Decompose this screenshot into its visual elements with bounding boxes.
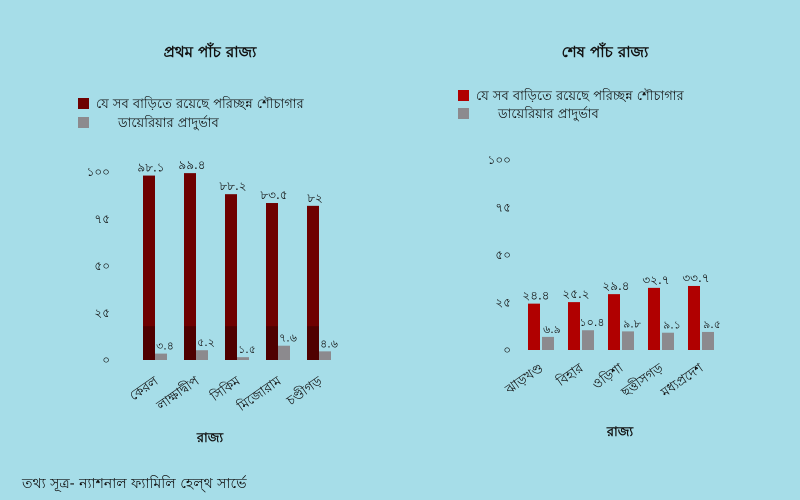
data-label-sanitation: ৯৮.১ xyxy=(137,161,164,175)
x-axis-title: রাজ্য xyxy=(196,431,225,446)
data-label-diarrhea: ৫.২ xyxy=(197,336,215,349)
bar-diarrhea xyxy=(662,332,674,350)
bar-sanitation xyxy=(608,294,620,350)
bar-sanitation xyxy=(528,303,540,350)
x-category-label: মধ্যপ্রদেশ xyxy=(658,361,707,401)
y-tick-label: ১০০ xyxy=(87,165,110,179)
bar-shadow xyxy=(225,326,237,360)
bar-shadow xyxy=(307,326,319,360)
y-tick-label: ১০০ xyxy=(488,153,511,167)
chart-title-2: শেষ পাঁচ রাজ্য xyxy=(562,42,649,61)
x-axis-title: রাজ্য xyxy=(606,425,635,440)
y-tick-label: ২৫ xyxy=(94,306,110,320)
bar-shadow xyxy=(266,326,278,360)
bar-diarrhea xyxy=(702,331,714,350)
y-tick-label: ৭৫ xyxy=(495,201,511,215)
bar-sanitation xyxy=(184,173,196,360)
legend-swatch-1-2 xyxy=(78,117,89,128)
data-label-diarrhea: ৬.৯ xyxy=(543,323,561,336)
data-label-diarrhea: ৯.৮ xyxy=(623,317,641,330)
bar-sanitation xyxy=(648,287,660,350)
bar-shadow xyxy=(184,326,196,360)
legend-label-1-1: যে সব বাড়িতে রয়েছে পরিচ্ছন্ন শৌচাগার xyxy=(96,96,305,112)
x-category-label: লাক্ষাদ্বীপ xyxy=(153,373,202,414)
bar-sanitation xyxy=(266,203,278,360)
bar-diarrhea xyxy=(237,357,249,360)
x-category-label: মিজোরাম xyxy=(234,373,285,416)
data-label-sanitation: ২৪.৪ xyxy=(522,289,549,303)
data-label-sanitation: ৯৯.৪ xyxy=(178,158,205,172)
legend-label-1-2: ডায়েরিয়ার প্রাদুর্ভাব xyxy=(117,115,220,131)
data-label-sanitation: ৮৩.৫ xyxy=(260,188,287,202)
data-label-diarrhea: ৩.৪ xyxy=(156,340,174,353)
data-label-sanitation: ৩৩.৭ xyxy=(682,271,709,285)
data-label-diarrhea: ৪.৬ xyxy=(320,337,338,350)
x-category-label: চণ্ডীগড় xyxy=(283,373,326,410)
data-label-diarrhea: ১.৫ xyxy=(238,343,256,356)
bar-diarrhea xyxy=(319,351,331,360)
bar-diarrhea xyxy=(278,345,290,360)
data-label-diarrhea: ১০.৪ xyxy=(580,316,605,329)
data-label-diarrhea: ৭.৬ xyxy=(279,332,297,345)
data-label-sanitation: ২৯.৪ xyxy=(602,279,629,293)
y-tick-label: ২৫ xyxy=(495,296,511,310)
bar-sanitation xyxy=(307,205,319,360)
bar-diarrhea xyxy=(155,353,167,360)
x-category-label: ঝাড়খণ্ড xyxy=(502,361,546,398)
bar-diarrhea xyxy=(196,350,208,360)
bar-sanitation xyxy=(225,194,237,360)
bar-sanitation xyxy=(143,175,155,360)
data-label-diarrhea: ৯.১ xyxy=(663,319,681,332)
source-note: তথ্য সূত্র- ন্যাশনাল ফ্যামিলি হেল্থ সার্… xyxy=(22,476,247,492)
x-category-label: বিহার xyxy=(553,360,587,391)
bar-diarrhea xyxy=(542,336,554,350)
y-tick-label: ০ xyxy=(503,343,511,357)
y-tick-label: ০ xyxy=(102,353,110,367)
legend-swatch-2-1 xyxy=(458,90,469,101)
chart-title-1: প্রথম পাঁচ রাজ্য xyxy=(164,42,257,61)
x-category-label: ছত্তীসগড় xyxy=(618,360,667,401)
data-label-sanitation: ৮২ xyxy=(307,191,323,205)
legend-label-2-2: ডায়েরিয়ার প্রাদুর্ভাব xyxy=(497,106,600,122)
legend-swatch-1-1 xyxy=(78,98,89,109)
y-tick-label: ৫০ xyxy=(94,259,110,273)
bar-shadow xyxy=(143,326,155,360)
bar-diarrhea xyxy=(622,331,634,350)
data-label-sanitation: ২৫.২ xyxy=(562,287,589,301)
bar-diarrhea xyxy=(582,330,594,350)
y-tick-label: ৭৫ xyxy=(94,212,110,226)
bar-sanitation xyxy=(688,285,700,350)
y-tick-label: ৫০ xyxy=(495,248,511,262)
legend-swatch-2-2 xyxy=(458,108,469,119)
data-label-sanitation: ৩২.৭ xyxy=(642,273,669,287)
data-label-sanitation: ৮৮.২ xyxy=(219,179,246,193)
data-label-diarrhea: ৯.৫ xyxy=(703,318,721,331)
legend-label-2-1: যে সব বাড়িতে রয়েছে পরিচ্ছন্ন শৌচাগার xyxy=(476,88,685,104)
bar-sanitation xyxy=(568,302,580,350)
